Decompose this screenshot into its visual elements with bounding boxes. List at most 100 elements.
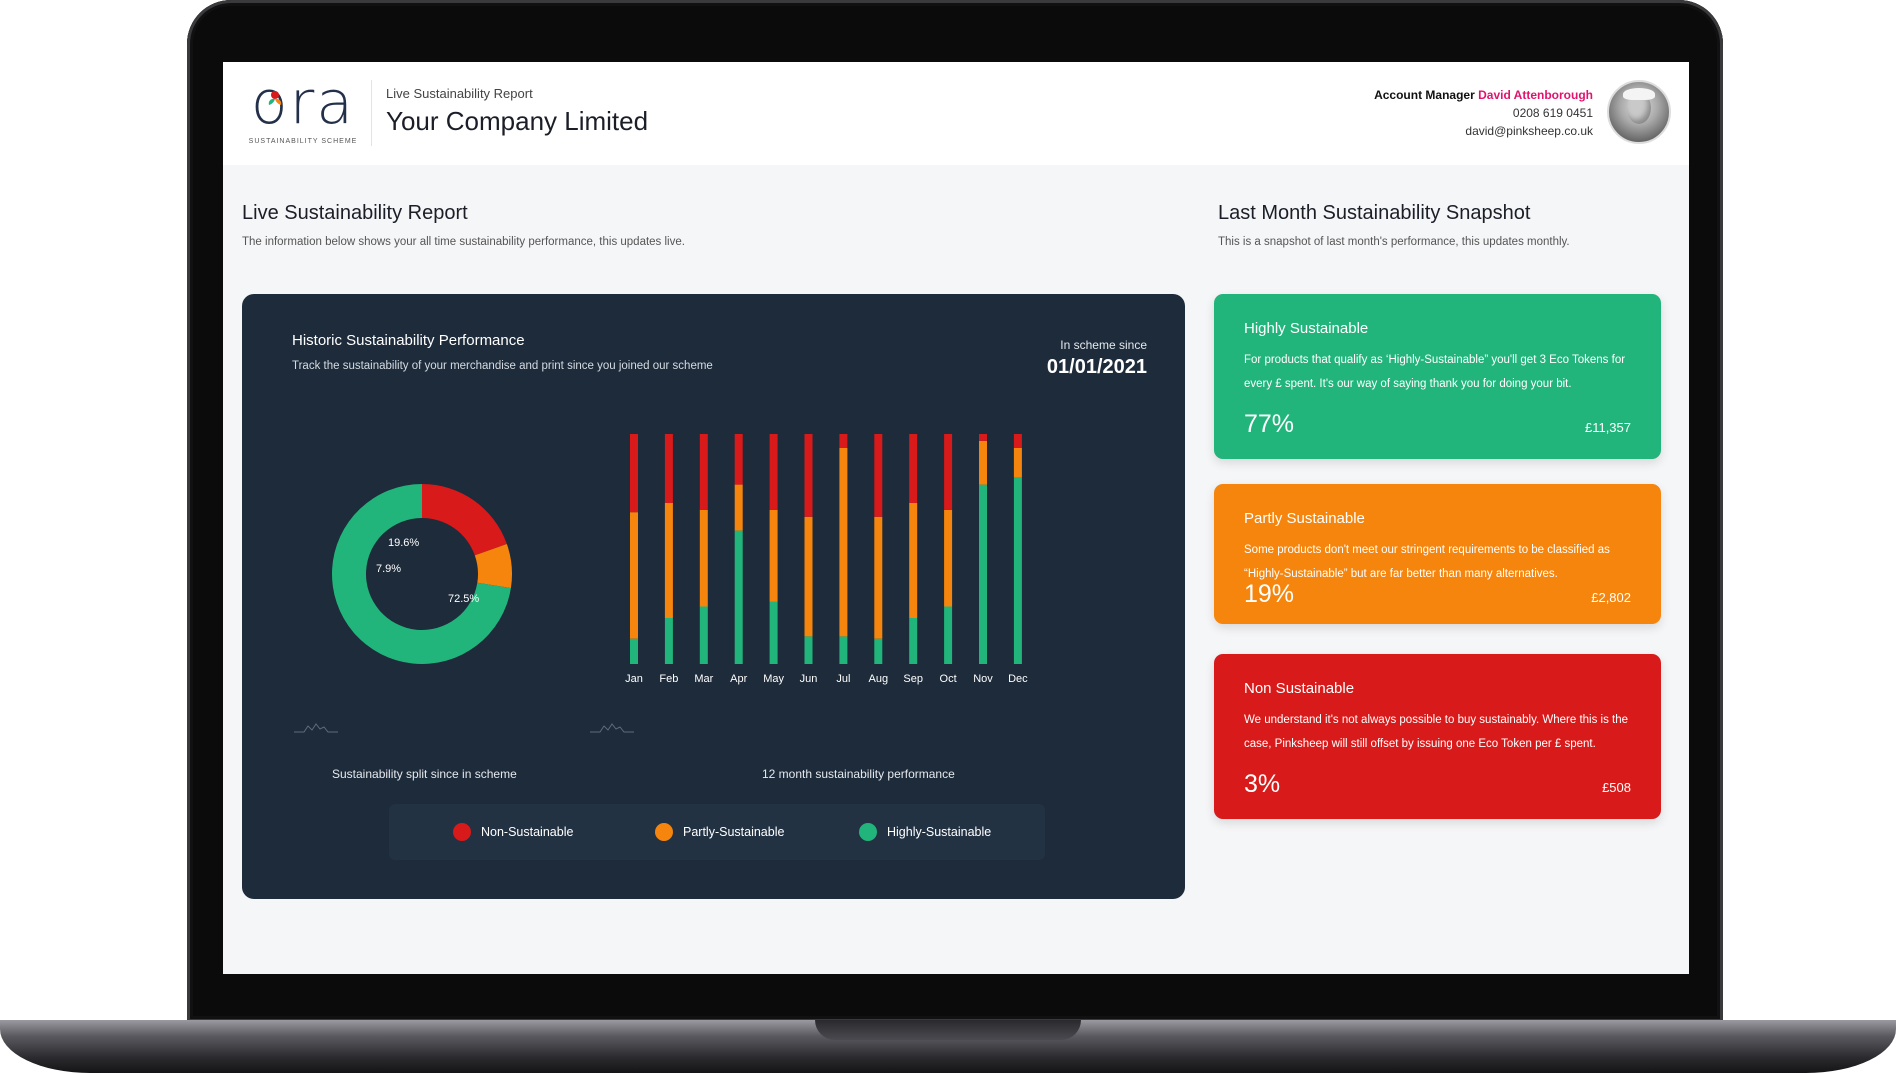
month-tick-label: Nov bbox=[973, 673, 993, 685]
donut-value-label: 72.5% bbox=[448, 593, 479, 605]
historic-title: Historic Sustainability Performance bbox=[292, 332, 525, 349]
app-header: ora SUSTAINABILITY SCHEME Live Sustainab… bbox=[223, 62, 1689, 165]
bar-segment[interactable] bbox=[734, 434, 743, 485]
bar-segment[interactable] bbox=[630, 434, 638, 513]
bar-segment[interactable] bbox=[944, 606, 953, 665]
month-tick-label: Aug bbox=[869, 673, 889, 685]
leaf-icon bbox=[268, 91, 282, 105]
bar-segment[interactable] bbox=[944, 434, 953, 510]
card-percent: 3% bbox=[1244, 770, 1281, 798]
bar-segment[interactable] bbox=[1013, 434, 1022, 448]
bar-segment[interactable] bbox=[839, 636, 848, 664]
donut-value-label: 7.9% bbox=[376, 563, 401, 575]
donut-slice[interactable] bbox=[422, 484, 507, 556]
bar-segment[interactable] bbox=[909, 503, 918, 618]
bar-segment[interactable] bbox=[804, 434, 813, 517]
account-manager-name[interactable]: David Attenborough bbox=[1478, 88, 1593, 102]
card-title: Non Sustainable bbox=[1244, 680, 1355, 697]
month-tick-label: Mar bbox=[694, 673, 713, 685]
bar-segment[interactable] bbox=[909, 434, 918, 503]
bar-segment[interactable] bbox=[734, 484, 743, 531]
bar-segment[interactable] bbox=[839, 434, 848, 448]
donut-value-label: 19.6% bbox=[388, 537, 419, 549]
red-dot-icon bbox=[453, 823, 471, 841]
bar-segment[interactable] bbox=[769, 601, 778, 664]
bar-segment[interactable] bbox=[630, 638, 638, 664]
card-description: Some products don't meet our stringent r… bbox=[1244, 544, 1610, 580]
sparkline-icon bbox=[590, 723, 634, 733]
sparkline-icon bbox=[294, 723, 338, 733]
bar-segment[interactable] bbox=[664, 434, 673, 503]
scheme-since-date: 01/01/2021 bbox=[1046, 356, 1147, 378]
bar-segment[interactable] bbox=[874, 516, 883, 639]
bar-segment[interactable] bbox=[979, 484, 987, 664]
card-title: Partly Sustainable bbox=[1244, 510, 1365, 527]
logo-text: ora bbox=[250, 68, 356, 138]
donut-slice[interactable] bbox=[332, 484, 511, 664]
avatar[interactable] bbox=[1607, 80, 1671, 144]
card-amount: £11,357 bbox=[1584, 420, 1631, 435]
bar-segment[interactable] bbox=[1013, 447, 1022, 478]
snapshot-title: Last Month Sustainability Snapshot bbox=[1218, 202, 1531, 224]
account-manager-label: Account Manager bbox=[1374, 88, 1475, 102]
historic-description: Track the sustainability of your merchan… bbox=[292, 360, 713, 372]
bar-segment[interactable] bbox=[874, 434, 883, 517]
month-tick-label: May bbox=[763, 673, 784, 685]
donut-caption: Sustainability split since in scheme bbox=[332, 767, 517, 781]
donut-chart[interactable]: 19.6% 7.9% 72.5% bbox=[312, 464, 532, 684]
bar-segment[interactable] bbox=[804, 516, 813, 637]
bar-segment[interactable] bbox=[979, 440, 987, 485]
card-percent: 77% bbox=[1244, 410, 1295, 438]
bar-segment[interactable] bbox=[699, 434, 708, 510]
bars-caption: 12 month sustainability performance bbox=[762, 767, 955, 781]
legend-label: Highly-Sustainable bbox=[887, 825, 992, 839]
month-tick-label: Sep bbox=[903, 673, 923, 685]
bar-segment[interactable] bbox=[874, 638, 883, 664]
bar-segment[interactable] bbox=[664, 618, 673, 664]
bar-segment[interactable] bbox=[699, 606, 708, 665]
month-tick-label: Apr bbox=[730, 673, 747, 685]
bar-segment[interactable] bbox=[699, 509, 708, 607]
bar-segment[interactable] bbox=[630, 512, 638, 639]
bar-segment[interactable] bbox=[944, 509, 953, 607]
bar-segment[interactable] bbox=[1013, 477, 1022, 664]
bar-segment[interactable] bbox=[664, 503, 673, 618]
card-description: We understand it's not always possible t… bbox=[1244, 714, 1629, 750]
card-amount: £2,802 bbox=[1591, 590, 1631, 605]
header-divider bbox=[371, 80, 372, 146]
stacked-bar-chart[interactable]: Jan Feb Mar Apr May Jun Jul Aug Sep Oct Nov Dec bbox=[612, 414, 1132, 734]
bar-segment[interactable] bbox=[769, 509, 778, 602]
orange-dot-icon bbox=[655, 823, 673, 841]
bar-segment[interactable] bbox=[804, 636, 813, 664]
account-manager-email[interactable]: david@pinksheep.co.uk bbox=[1465, 124, 1593, 138]
donut-slice[interactable] bbox=[474, 544, 512, 589]
card-amount: £508 bbox=[1602, 780, 1631, 795]
legend-item-non-sustainable[interactable]: Non-Sustainable bbox=[453, 821, 573, 843]
legend-label: Partly-Sustainable bbox=[683, 825, 785, 839]
company-name: Your Company Limited bbox=[386, 106, 649, 136]
chart-legend: Non-Sustainable Partly-Sustainable Highl… bbox=[389, 804, 1045, 860]
card-non-sustainable[interactable]: Non Sustainable We understand it's not a… bbox=[1214, 654, 1661, 819]
bar-segment[interactable] bbox=[734, 530, 743, 664]
card-partly-sustainable[interactable]: Partly Sustainable Some products don't m… bbox=[1214, 484, 1661, 624]
historic-performance-card: Historic Sustainability Performance Trac… bbox=[242, 294, 1185, 899]
bar-segment[interactable] bbox=[839, 447, 848, 637]
scheme-since-label: In scheme since bbox=[1060, 338, 1147, 352]
bar-segment[interactable] bbox=[769, 434, 778, 510]
month-tick-label: Oct bbox=[940, 673, 957, 685]
legend-label: Non-Sustainable bbox=[481, 825, 574, 839]
logo-subtitle: SUSTAINABILITY SCHEME bbox=[248, 138, 358, 145]
ora-logo[interactable]: ora SUSTAINABILITY SCHEME bbox=[243, 68, 363, 150]
card-title: Highly Sustainable bbox=[1244, 320, 1369, 337]
report-subtitle: Live Sustainability Report bbox=[386, 86, 533, 101]
legend-item-partly-sustainable[interactable]: Partly-Sustainable bbox=[655, 821, 784, 843]
legend-item-highly-sustainable[interactable]: Highly-Sustainable bbox=[859, 821, 991, 843]
bar-segment[interactable] bbox=[909, 618, 918, 664]
green-dot-icon bbox=[859, 823, 877, 841]
account-manager-phone[interactable]: 0208 619 0451 bbox=[1512, 106, 1593, 120]
bar-segment[interactable] bbox=[979, 434, 987, 441]
card-highly-sustainable[interactable]: Highly Sustainable For products that qua… bbox=[1214, 294, 1661, 459]
card-percent: 19% bbox=[1244, 580, 1295, 608]
month-tick-label: Feb bbox=[659, 673, 678, 685]
account-manager-block: Account Manager David Attenborough 0208 … bbox=[1374, 86, 1593, 140]
